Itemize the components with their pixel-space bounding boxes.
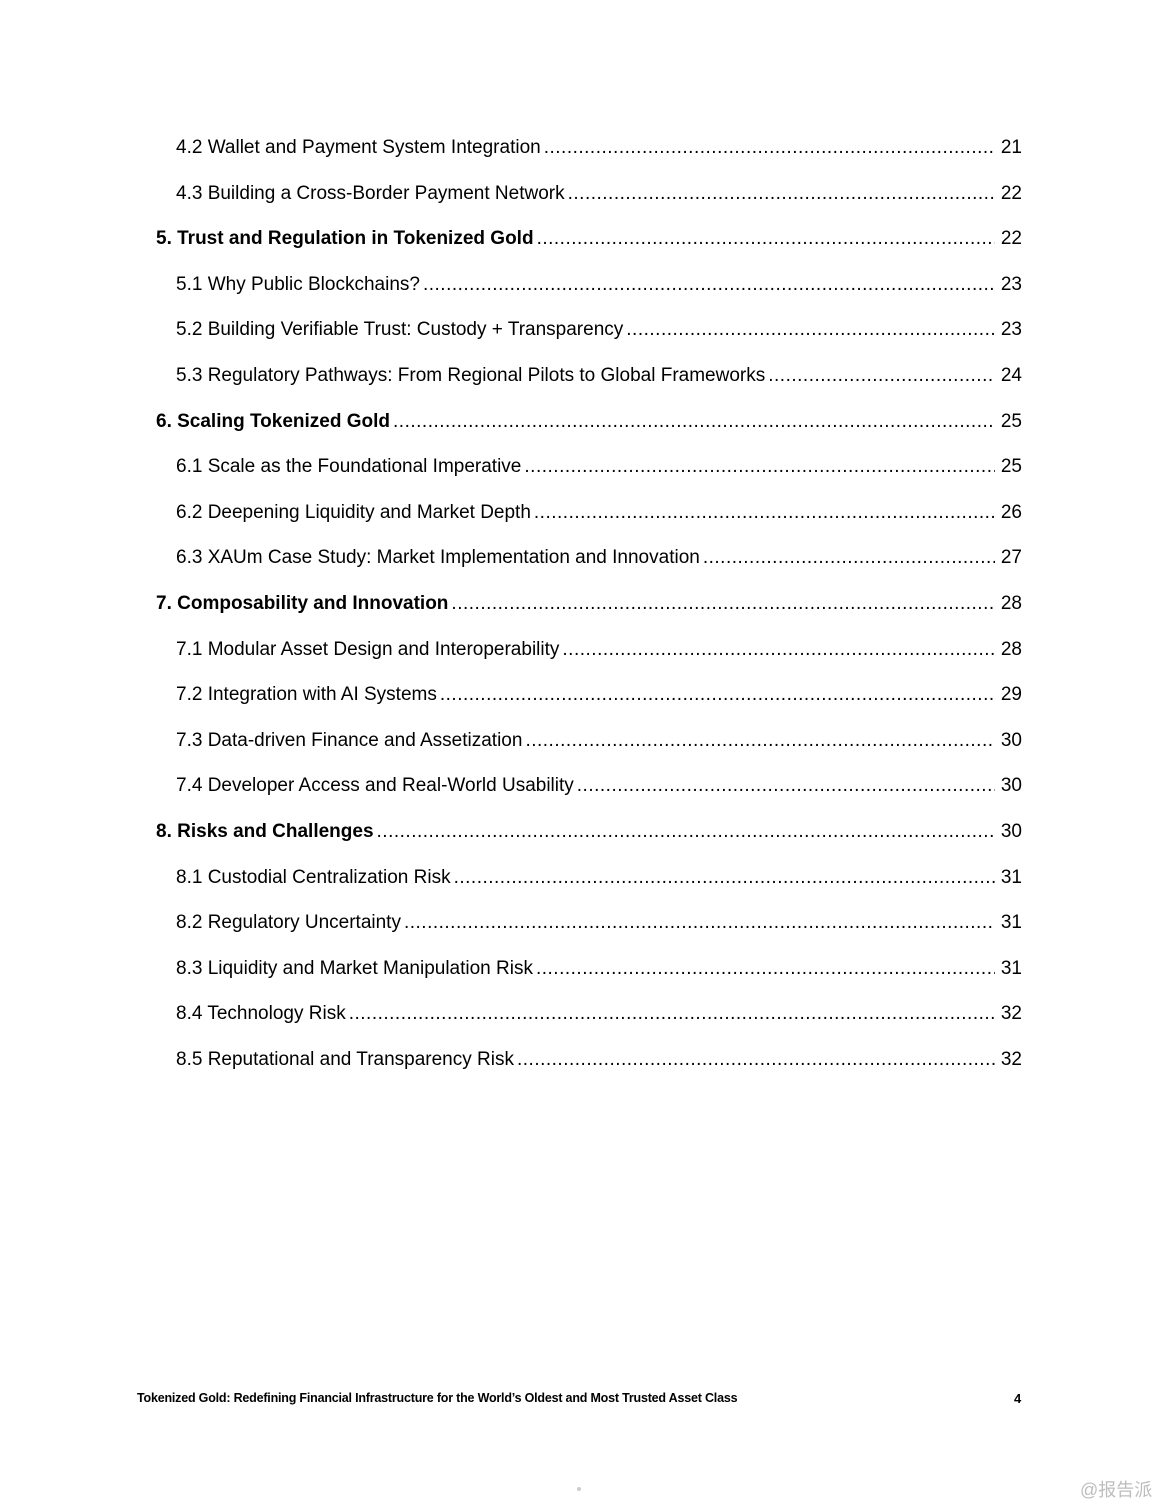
- toc-entry-page: 30: [1000, 775, 1022, 797]
- toc-entry-page: 32: [1000, 1003, 1022, 1025]
- toc-subsection-entry[interactable]: 5.3 Regulatory Pathways: From Regional P…: [176, 362, 1022, 390]
- dot-leader: [626, 316, 995, 344]
- toc-section-entry[interactable]: 8. Risks and Challenges 30: [156, 818, 1022, 846]
- toc-subsection-entry[interactable]: 8.2 Regulatory Uncertainty 31: [176, 909, 1022, 937]
- dot-leader: [404, 909, 995, 937]
- dot-leader: [536, 955, 995, 983]
- dot-leader: [703, 544, 995, 572]
- toc-entry-title: 8.3 Liquidity and Market Manipulation Ri…: [176, 957, 533, 979]
- toc-entry-title: 8. Risks and Challenges: [156, 821, 374, 842]
- dot-leader: [768, 362, 995, 390]
- dot-leader: [377, 818, 995, 846]
- dot-leader: [454, 864, 995, 892]
- dot-leader: [393, 408, 995, 436]
- toc-entry-page: 31: [1000, 912, 1022, 934]
- toc-entry-page: 28: [1000, 593, 1022, 614]
- dot-leader: [440, 681, 995, 709]
- toc-entry-page: 31: [1000, 957, 1022, 979]
- toc-entry-title: 7. Composability and Innovation: [156, 593, 449, 614]
- toc-subsection-entry[interactable]: 4.3 Building a Cross-Border Payment Netw…: [176, 180, 1022, 208]
- toc-entry-title: 8.5 Reputational and Transparency Risk: [176, 1049, 514, 1070]
- toc-entry-page: 32: [1000, 1049, 1022, 1070]
- toc-entry-page: 24: [1000, 365, 1022, 386]
- toc-entry-title: 5.3 Regulatory Pathways: From Regional P…: [176, 365, 766, 386]
- dot-leader: [349, 1000, 995, 1028]
- toc-entry-title: 7.3 Data-driven Finance and Assetization: [176, 729, 523, 751]
- toc-entry-title: 7.1 Modular Asset Design and Interoperab…: [176, 638, 560, 660]
- toc-entry-title: 7.4 Developer Access and Real-World Usab…: [176, 775, 574, 797]
- toc-entry-page: 28: [1000, 638, 1022, 660]
- toc-entry-title: 8.1 Custodial Centralization Risk: [176, 866, 451, 888]
- toc-entry-page: 21: [1000, 137, 1022, 158]
- toc-subsection-entry[interactable]: 7.1 Modular Asset Design and Interoperab…: [176, 636, 1022, 664]
- toc-section-entry[interactable]: 6. Scaling Tokenized Gold 25: [156, 408, 1022, 436]
- footer-page-number: 4: [1014, 1391, 1022, 1406]
- toc-entry-title: 4.2 Wallet and Payment System Integratio…: [176, 137, 541, 158]
- toc-subsection-entry[interactable]: 8.5 Reputational and Transparency Risk 32: [176, 1046, 1022, 1074]
- toc-entry-page: 30: [1000, 729, 1022, 751]
- toc-entry-page: 22: [1000, 182, 1022, 204]
- dot-leader: [544, 134, 995, 162]
- toc-subsection-entry[interactable]: 8.1 Custodial Centralization Risk 31: [176, 864, 1022, 892]
- toc-entry-title: 8.4 Technology Risk: [176, 1003, 346, 1025]
- toc-section-entry[interactable]: 5. Trust and Regulation in Tokenized Gol…: [156, 225, 1022, 253]
- dot-leader: [577, 772, 995, 800]
- toc-entry-page: 23: [1000, 273, 1022, 295]
- toc-entry-page: 26: [1000, 501, 1022, 523]
- toc-entry-page: 31: [1000, 866, 1022, 888]
- toc-subsection-entry[interactable]: 6.3 XAUm Case Study: Market Implementati…: [176, 544, 1022, 572]
- dot-leader: [525, 727, 994, 755]
- toc-entry-page: 29: [1000, 684, 1022, 706]
- toc-entry-title: 4.3 Building a Cross-Border Payment Netw…: [176, 182, 565, 204]
- toc-subsection-entry[interactable]: 8.4 Technology Risk 32: [176, 1000, 1022, 1028]
- toc-entry-page: 22: [1000, 228, 1022, 250]
- page-marker-dot: [577, 1487, 581, 1491]
- toc-entry-title: 5.2 Building Verifiable Trust: Custody +…: [176, 319, 624, 341]
- watermark-logo: @报告派: [1080, 1480, 1153, 1500]
- dot-leader: [562, 636, 994, 664]
- dot-leader: [568, 180, 995, 208]
- toc-subsection-entry[interactable]: 6.2 Deepening Liquidity and Market Depth…: [176, 499, 1022, 527]
- toc-subsection-entry[interactable]: 7.3 Data-driven Finance and Assetization…: [176, 727, 1022, 755]
- toc-subsection-entry[interactable]: 7.2 Integration with AI Systems 29: [176, 681, 1022, 709]
- toc-entry-page: 25: [1000, 410, 1022, 432]
- toc-subsection-entry[interactable]: 4.2 Wallet and Payment System Integratio…: [176, 134, 1022, 162]
- toc-entry-page: 30: [1000, 821, 1022, 842]
- dot-leader: [534, 499, 995, 527]
- toc-entry-page: 25: [1000, 456, 1022, 478]
- toc-entry-page: 23: [1000, 319, 1022, 341]
- toc-subsection-entry[interactable]: 5.1 Why Public Blockchains? 23: [176, 271, 1022, 299]
- toc-entry-title: 6.3 XAUm Case Study: Market Implementati…: [176, 547, 700, 569]
- toc-entry-title: 5. Trust and Regulation in Tokenized Gol…: [156, 228, 534, 250]
- toc-subsection-entry[interactable]: 7.4 Developer Access and Real-World Usab…: [176, 772, 1022, 800]
- toc-subsection-entry[interactable]: 5.2 Building Verifiable Trust: Custody +…: [176, 316, 1022, 344]
- toc-entry-title: 6.1 Scale as the Foundational Imperative: [176, 456, 522, 478]
- footer-document-title: Tokenized Gold: Redefining Financial Inf…: [137, 1391, 738, 1405]
- toc-subsection-entry[interactable]: 8.3 Liquidity and Market Manipulation Ri…: [176, 955, 1022, 983]
- dot-leader: [423, 271, 995, 299]
- toc-entry-title: 7.2 Integration with AI Systems: [176, 684, 437, 706]
- toc-subsection-entry[interactable]: 6.1 Scale as the Foundational Imperative…: [176, 453, 1022, 481]
- toc-entry-title: 6. Scaling Tokenized Gold: [156, 410, 391, 432]
- toc-entry-page: 27: [1000, 547, 1022, 569]
- dot-leader: [517, 1046, 995, 1074]
- toc-entry-title: 8.2 Regulatory Uncertainty: [176, 912, 401, 934]
- dot-leader: [524, 453, 994, 481]
- dot-leader: [451, 590, 994, 618]
- toc-entry-title: 5.1 Why Public Blockchains?: [176, 273, 420, 295]
- toc-section-entry[interactable]: 7. Composability and Innovation 28: [156, 590, 1022, 618]
- toc-entry-title: 6.2 Deepening Liquidity and Market Depth: [176, 501, 531, 523]
- dot-leader: [537, 225, 995, 253]
